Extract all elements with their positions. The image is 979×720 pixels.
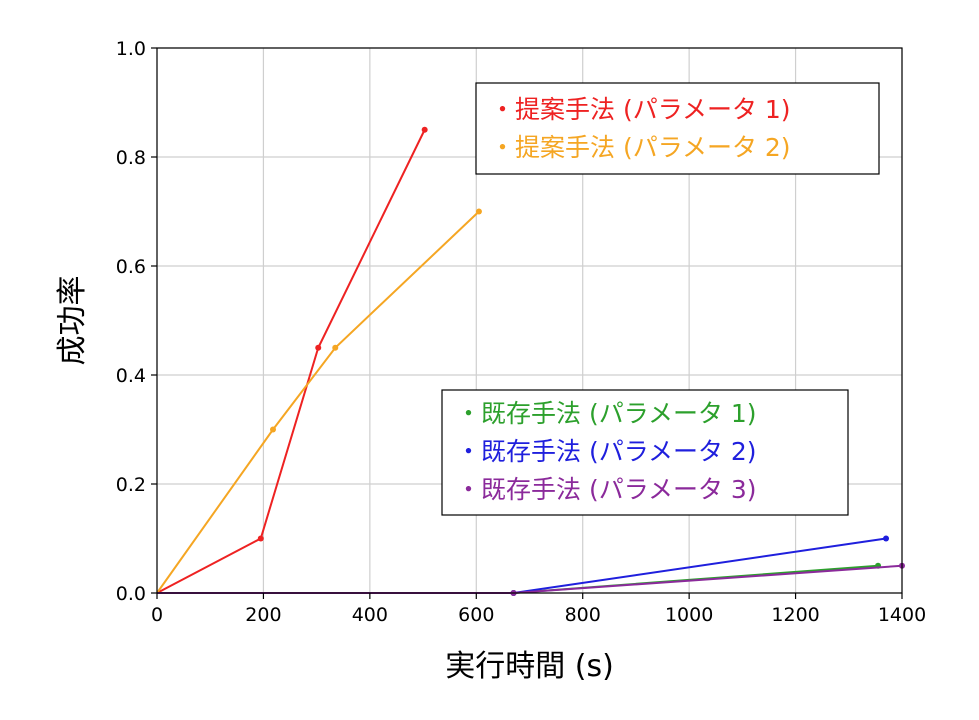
data-point	[332, 344, 339, 351]
data-point	[883, 535, 890, 542]
legend-entry: ・提案手法 (パラメータ 2)	[490, 133, 791, 162]
legend-2: ・既存手法 (パラメータ 1) ・既存手法 (パラメータ 2) ・既存手法 (パラメ…	[441, 389, 849, 516]
x-tick-label: 400	[352, 604, 388, 626]
legend-entry: ・既存手法 (パラメータ 3)	[456, 475, 757, 504]
legend-box	[441, 389, 849, 516]
x-tick-label: 1000	[665, 604, 713, 626]
series-5	[157, 562, 905, 596]
legends: ・提案手法 (パラメータ 1) ・提案手法 (パラメータ 2) ・既存手法 (パラメ…	[441, 82, 880, 516]
legend-1: ・提案手法 (パラメータ 1) ・提案手法 (パラメータ 2)	[475, 82, 880, 175]
series-3	[157, 562, 882, 596]
x-tick-label: 1200	[771, 604, 819, 626]
x-tick-label: 800	[565, 604, 601, 626]
y-tick-label: 0.4	[116, 365, 146, 387]
series-4	[157, 535, 890, 596]
data-point	[257, 535, 264, 542]
data-point	[270, 426, 277, 433]
legend-box	[475, 82, 880, 175]
x-tick-label: 1400	[878, 604, 926, 626]
y-axis-title: 成功率	[55, 276, 90, 366]
series-line	[157, 564, 879, 594]
legend-entry: ・既存手法 (パラメータ 1)	[456, 399, 757, 428]
series-line	[157, 537, 887, 594]
legend-entry: ・既存手法 (パラメータ 2)	[456, 437, 757, 466]
data-point	[475, 208, 482, 215]
data-point	[421, 126, 428, 133]
data-point	[315, 344, 322, 351]
y-tick-label: 0.2	[116, 474, 146, 496]
y-tick-label: 1.0	[116, 38, 146, 60]
y-tick-label: 0.8	[116, 147, 146, 169]
axis-ticks: 0 200 400 600 800 1000 1200 1400 0.0 0.2 0.4 0.6 0.8…	[116, 38, 926, 626]
series-1	[156, 126, 428, 594]
x-tick-label: 200	[245, 604, 281, 626]
series-line	[157, 564, 903, 594]
x-tick-label: 600	[458, 604, 494, 626]
series-line	[156, 210, 480, 594]
legend-entry: ・提案手法 (パラメータ 1)	[490, 95, 791, 124]
x-axis-title: 実行時間 (s)	[445, 649, 614, 684]
series-layer	[156, 126, 905, 596]
plot-frame	[156, 47, 903, 594]
x-tick-label: 0	[151, 604, 163, 626]
y-tick-label: 0.0	[116, 583, 146, 605]
y-tick-label: 0.6	[116, 256, 146, 278]
series-line	[156, 129, 426, 594]
series-2	[156, 208, 482, 594]
